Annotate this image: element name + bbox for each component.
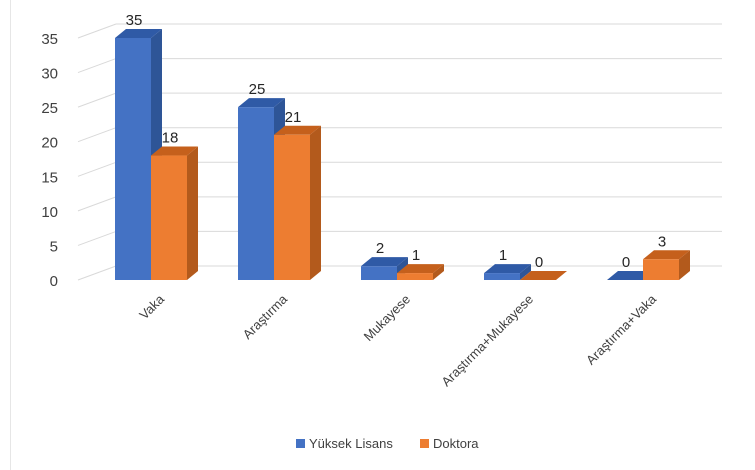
bar-side-face	[433, 264, 444, 280]
legend-swatch	[420, 439, 429, 448]
gridline-diagonal	[77, 230, 117, 246]
y-tick-label: 10	[41, 204, 58, 221]
bar-side-face	[520, 264, 531, 280]
gridline-diagonal	[77, 161, 117, 177]
legend-label: Doktora	[433, 436, 479, 451]
bar-side-face	[187, 146, 198, 280]
data-label: 0	[622, 254, 630, 271]
y-tick-label: 0	[50, 273, 58, 290]
bar-top-face	[520, 271, 567, 280]
data-label: 35	[126, 12, 143, 29]
bar-top-face	[643, 250, 690, 260]
gridline-diagonal	[77, 196, 117, 212]
gridline-diagonal	[77, 127, 117, 143]
x-tick-label: Araştırma	[240, 291, 291, 342]
bar-yüksek-lisans	[238, 107, 274, 281]
bar-top-face	[238, 98, 285, 108]
bar-yüksek-lisans	[361, 266, 397, 280]
bar-top-face	[115, 29, 162, 38]
y-tick-label: 30	[41, 66, 58, 83]
bar-yüksek-lisans	[484, 273, 520, 280]
y-tick-label: 20	[41, 135, 58, 152]
gridline-diagonal	[77, 58, 117, 74]
bar-top-face	[484, 264, 531, 274]
bar-top-face	[397, 264, 444, 274]
bar-side-face	[679, 250, 690, 280]
bar-side-face	[310, 125, 321, 280]
y-tick-label: 35	[41, 31, 58, 48]
data-label: 18	[162, 130, 179, 147]
legend-label: Yüksek Lisans	[309, 436, 393, 451]
data-label: 2	[376, 240, 384, 257]
y-tick-label: 15	[41, 169, 58, 186]
gridline-diagonal	[77, 92, 117, 108]
bar-top-face	[274, 125, 321, 135]
bar-yüksek-lisans	[115, 38, 151, 280]
y-tick-label: 5	[50, 238, 58, 255]
bar-doktora	[643, 259, 679, 280]
legend-swatch	[296, 439, 305, 448]
x-tick-label: Araştırma+Mukayese	[438, 292, 536, 390]
data-label: 1	[412, 247, 420, 264]
x-tick-label: Araştırma+Vaka	[583, 291, 660, 368]
x-tick-label: Mukayese	[361, 292, 414, 345]
gridline-diagonal	[77, 23, 117, 39]
data-label: 3	[658, 233, 666, 250]
gridline-diagonal	[77, 265, 117, 281]
bar-doktora	[274, 134, 310, 280]
bar-top-face	[361, 257, 408, 267]
bar-top-face	[607, 271, 654, 280]
x-tick-label: Vaka	[136, 291, 167, 322]
bar-doktora	[151, 155, 187, 280]
data-label: 21	[285, 109, 302, 126]
data-label: 25	[249, 81, 266, 98]
y-tick-label: 25	[41, 100, 58, 117]
panel-edge	[10, 0, 11, 470]
bar-doktora	[397, 273, 433, 280]
data-label: 0	[535, 254, 543, 271]
bar-top-face	[151, 146, 198, 156]
data-label: 1	[499, 247, 507, 264]
